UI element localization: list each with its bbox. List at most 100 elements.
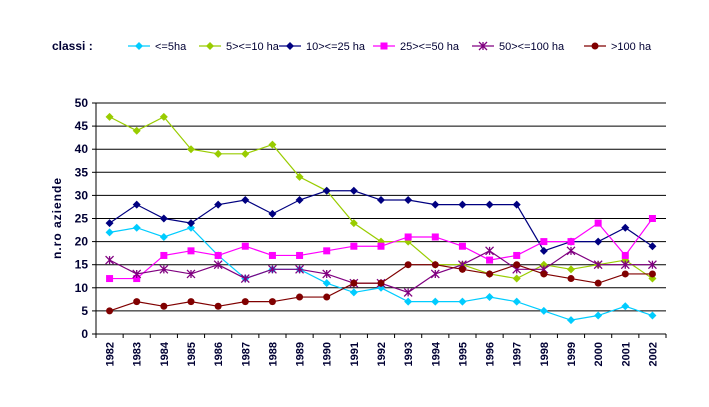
data-point [431,233,439,241]
data-point [567,316,575,325]
data-point [404,196,413,205]
x-tick-label: 1986 [213,342,225,366]
y-tick-label: 50 [75,96,89,110]
legend: classi : <=5ha 5><=10 ha 10><=25 ha 25><=50… [52,39,652,53]
data-point [593,260,603,270]
data-point [486,256,494,264]
data-point [349,219,358,228]
legend-label: 50><=100 ha [499,41,565,53]
data-point [106,275,114,283]
data-point [648,311,657,320]
data-point [621,302,630,311]
data-point [512,274,521,283]
data-point [540,270,548,278]
data-point [267,264,277,274]
y-tick-label: 5 [81,304,88,318]
data-point [349,186,358,195]
series-3 [106,215,656,283]
legend-label: 25><=50 ha [400,41,460,53]
data-point [214,302,222,310]
legend-swatch-marker [380,42,388,50]
legend-item: 10><=25 ha [279,41,366,53]
data-point [133,298,141,306]
data-point [159,232,168,241]
data-point [594,237,603,246]
data-point [268,140,277,149]
series-group [105,112,657,325]
data-point [159,264,169,274]
data-point [431,297,440,306]
data-point [377,279,385,287]
data-point [105,255,115,265]
data-point [567,265,575,274]
data-point [404,233,412,241]
x-tick-label: 1998 [539,342,551,366]
data-point [214,251,222,259]
y-tick-label: 25 [75,212,89,226]
data-point [187,223,195,232]
data-point [621,251,629,259]
data-point [159,112,168,121]
data-point [458,265,466,273]
y-axis-title: n.ro aziende [50,177,64,259]
data-point [160,251,168,259]
data-point [486,270,494,278]
data-point [431,261,439,269]
legend-item: 5><=10 ha [199,41,280,53]
data-point [350,242,358,250]
data-point [187,145,195,154]
data-point [513,251,521,259]
data-point [458,200,467,209]
data-point [187,247,195,255]
x-tick-label: 1985 [186,342,198,366]
y-tick-label: 30 [75,188,89,202]
data-point [214,149,223,158]
x-tick-label: 2001 [620,342,632,366]
x-tick-label: 1982 [105,342,117,366]
data-point [539,306,548,315]
data-point [377,242,385,250]
data-point [268,209,277,218]
y-tick-label: 10 [75,281,89,295]
x-tick-label: 1996 [485,342,497,366]
legend-item: >100 ha [584,41,652,53]
x-tick-label: 2002 [647,342,659,366]
y-tick-label: 0 [81,327,88,341]
data-point [322,186,331,195]
legend-swatch-marker [286,42,294,50]
data-point [539,246,548,255]
data-point [594,279,602,287]
data-point [105,219,114,228]
data-point [295,264,305,274]
data-point [268,251,276,259]
data-point [458,297,467,306]
x-tick-label: 1984 [159,341,171,366]
y-tick-label: 45 [75,119,89,133]
data-point [322,279,331,288]
data-point [159,214,168,223]
legend-swatch-marker [206,42,214,50]
data-point [485,246,495,256]
x-tick-label: 1994 [430,341,442,366]
data-point [513,261,521,269]
x-tick-label: 1983 [132,342,144,366]
data-point [403,287,413,297]
legend-label: 5><=10 ha [226,41,280,53]
x-tick-label: 1995 [457,342,469,366]
data-point [620,260,630,270]
data-point [648,242,657,251]
data-point [132,126,141,135]
data-point [349,288,358,297]
legend-label: >100 ha [611,41,652,53]
data-point [295,196,304,205]
data-point [296,251,304,259]
data-point [323,247,331,255]
data-point [648,215,656,222]
data-point [647,260,657,270]
x-tick-label: 2000 [593,342,605,366]
data-point [350,279,358,287]
data-point [132,223,141,232]
legend-item: 25><=50 ha [373,41,460,53]
